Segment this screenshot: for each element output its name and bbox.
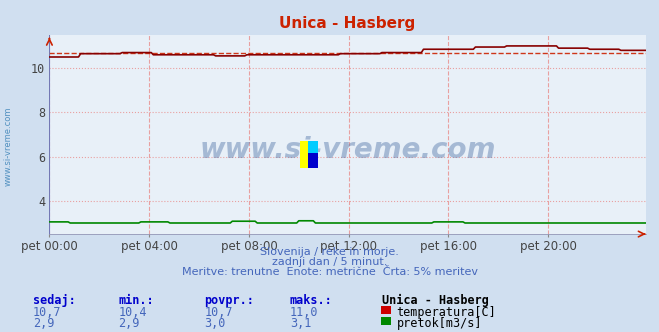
- Text: 2,9: 2,9: [33, 317, 54, 330]
- Text: 11,0: 11,0: [290, 306, 318, 319]
- Title: Unica - Hasberg: Unica - Hasberg: [279, 16, 416, 31]
- Text: 10,7: 10,7: [33, 306, 61, 319]
- Text: Meritve: trenutne  Enote: metrične  Črta: 5% meritev: Meritve: trenutne Enote: metrične Črta: …: [181, 267, 478, 277]
- Text: maks.:: maks.:: [290, 294, 333, 307]
- Text: 3,1: 3,1: [290, 317, 311, 330]
- Text: 10,7: 10,7: [204, 306, 233, 319]
- Text: povpr.:: povpr.:: [204, 294, 254, 307]
- Text: sedaj:: sedaj:: [33, 294, 76, 307]
- Text: pretok[m3/s]: pretok[m3/s]: [397, 317, 482, 330]
- Text: Slovenija / reke in morje.: Slovenija / reke in morje.: [260, 247, 399, 257]
- Text: 10,4: 10,4: [119, 306, 147, 319]
- Text: temperatura[C]: temperatura[C]: [397, 306, 496, 319]
- Text: www.si-vreme.com: www.si-vreme.com: [3, 106, 13, 186]
- Text: zadnji dan / 5 minut.: zadnji dan / 5 minut.: [272, 257, 387, 267]
- Text: Unica - Hasberg: Unica - Hasberg: [382, 294, 489, 307]
- Text: 2,9: 2,9: [119, 317, 140, 330]
- Text: 3,0: 3,0: [204, 317, 225, 330]
- Text: min.:: min.:: [119, 294, 154, 307]
- Text: www.si-vreme.com: www.si-vreme.com: [200, 136, 496, 164]
